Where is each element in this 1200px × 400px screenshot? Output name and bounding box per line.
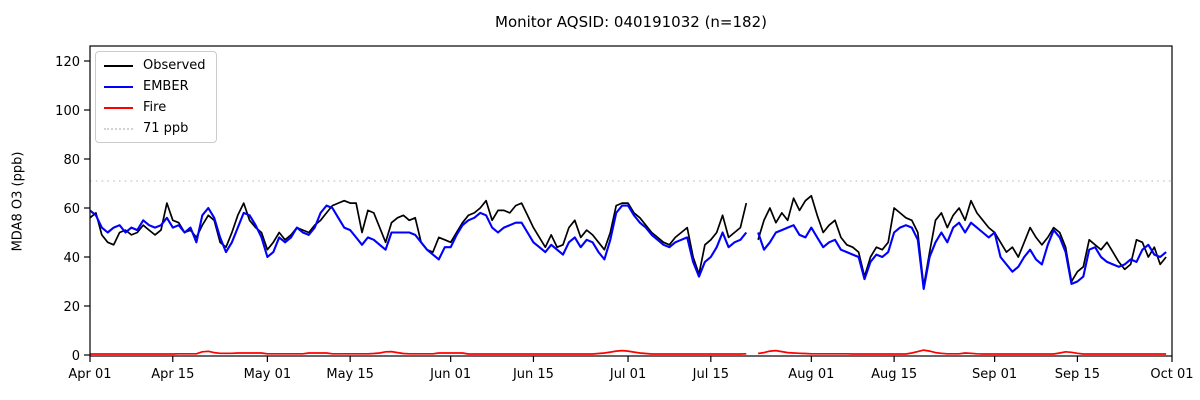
x-tick-label: May 15 <box>326 367 374 382</box>
y-tick-label: 20 <box>63 300 80 315</box>
y-tick-label: 60 <box>63 202 80 217</box>
y-tick-label: 120 <box>55 55 80 70</box>
legend-label-fire: Fire <box>143 100 167 115</box>
x-tick-label: Oct 01 <box>1150 367 1193 382</box>
x-tick-label: Jul 01 <box>609 367 646 382</box>
legend-item-threshold: 71 ppb <box>104 121 206 136</box>
x-tick-label: Apr 01 <box>68 367 111 382</box>
legend-item-ember: EMBER <box>104 79 206 94</box>
threshold-line-swatch <box>104 127 133 130</box>
observed-line <box>89 194 1167 288</box>
legend-label-threshold: 71 ppb <box>143 121 189 136</box>
legend: Observed EMBER Fire 71 ppb <box>95 51 217 143</box>
legend-item-observed: Observed <box>104 58 206 73</box>
ember-line <box>89 204 1167 290</box>
observed-line-swatch <box>104 64 133 67</box>
fire-line <box>90 349 1167 355</box>
legend-label-observed: Observed <box>143 58 206 73</box>
x-tick-label: Sep 15 <box>1055 367 1100 382</box>
chart-title: Monitor AQSID: 040191032 (n=182) <box>495 13 767 31</box>
x-tick-label: Jun 15 <box>512 367 554 382</box>
x-tick-label: Jun 01 <box>429 367 471 382</box>
y-tick-label: 40 <box>63 251 80 266</box>
legend-item-fire: Fire <box>104 100 206 115</box>
x-tick-label: Apr 15 <box>151 367 194 382</box>
legend-label-ember: EMBER <box>143 79 189 94</box>
fire-line-swatch <box>104 106 133 109</box>
x-tick-label: Sep 01 <box>972 367 1017 382</box>
plot-border <box>89 45 1173 357</box>
x-tick-label: May 01 <box>244 367 292 382</box>
y-tick-label: 100 <box>55 104 80 119</box>
ember-line-swatch <box>104 85 133 88</box>
y-tick-label: 0 <box>72 349 80 364</box>
x-tick-label: Aug 15 <box>871 367 917 382</box>
x-tick-label: Jul 15 <box>692 367 729 382</box>
y-tick-label: 80 <box>63 153 80 168</box>
x-tick-label: Aug 01 <box>788 367 834 382</box>
